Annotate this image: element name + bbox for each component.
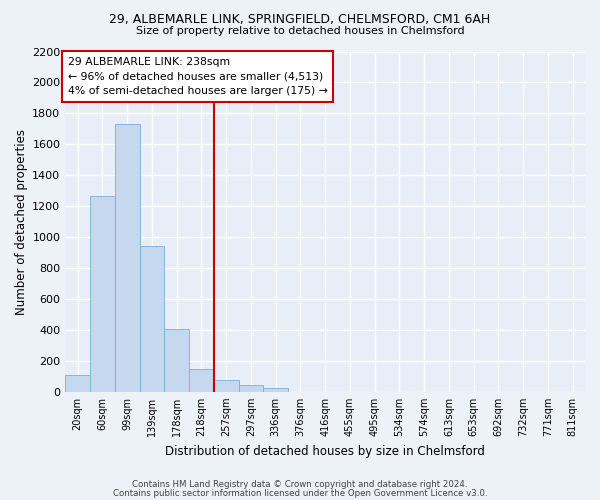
Bar xyxy=(140,246,164,392)
Y-axis label: Number of detached properties: Number of detached properties xyxy=(15,128,28,314)
Bar xyxy=(239,386,263,392)
Bar xyxy=(90,196,115,392)
Bar xyxy=(164,329,189,392)
Text: 29, ALBEMARLE LINK, SPRINGFIELD, CHELMSFORD, CM1 6AH: 29, ALBEMARLE LINK, SPRINGFIELD, CHELMSF… xyxy=(109,12,491,26)
Bar xyxy=(65,376,90,392)
X-axis label: Distribution of detached houses by size in Chelmsford: Distribution of detached houses by size … xyxy=(165,444,485,458)
Bar xyxy=(115,124,140,392)
Text: Size of property relative to detached houses in Chelmsford: Size of property relative to detached ho… xyxy=(136,26,464,36)
Bar xyxy=(189,368,214,392)
Bar xyxy=(263,388,288,392)
Text: Contains public sector information licensed under the Open Government Licence v3: Contains public sector information licen… xyxy=(113,488,487,498)
Text: Contains HM Land Registry data © Crown copyright and database right 2024.: Contains HM Land Registry data © Crown c… xyxy=(132,480,468,489)
Text: 29 ALBEMARLE LINK: 238sqm
← 96% of detached houses are smaller (4,513)
4% of sem: 29 ALBEMARLE LINK: 238sqm ← 96% of detac… xyxy=(68,56,328,96)
Bar xyxy=(214,380,239,392)
